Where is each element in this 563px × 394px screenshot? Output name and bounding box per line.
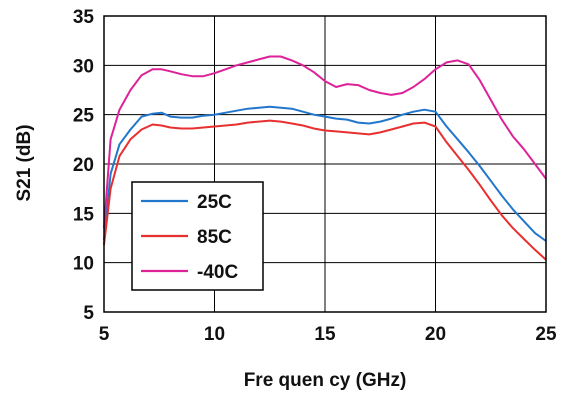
x-tick-label: 25	[535, 324, 557, 345]
legend-label-minus40c: -40C	[197, 262, 238, 283]
y-tick-label: 35	[73, 7, 95, 28]
y-tick-label: 15	[73, 204, 95, 225]
y-tick-label: 30	[73, 56, 94, 77]
plot-frame	[103, 15, 547, 313]
y-tick-label: 25	[73, 106, 95, 127]
legend-label-25c: 25C	[197, 192, 232, 213]
series-line-25c	[103, 105, 547, 242]
x-tick-label: 20	[425, 324, 446, 345]
x-tick-label: 15	[314, 324, 336, 345]
legend: 25C 85C -40C	[131, 181, 264, 291]
series-line-85c	[103, 119, 547, 261]
legend-label-85c: 85C	[197, 227, 232, 248]
y-tick-label: 10	[73, 254, 94, 275]
series-layer	[103, 55, 547, 261]
y-axis-title: S21 (dB)	[14, 124, 35, 201]
tick-layer: 5 10 15 20 25 5 10 15 20 25 30 35	[73, 7, 557, 345]
y-tick-label: 20	[73, 155, 94, 176]
x-tick-label: 10	[204, 324, 225, 345]
series-line--40c	[103, 55, 547, 229]
x-tick-label: 5	[99, 324, 110, 345]
x-axis-title: Fre quen cy (GHz)	[244, 370, 407, 391]
y-tick-label: 5	[83, 303, 94, 324]
